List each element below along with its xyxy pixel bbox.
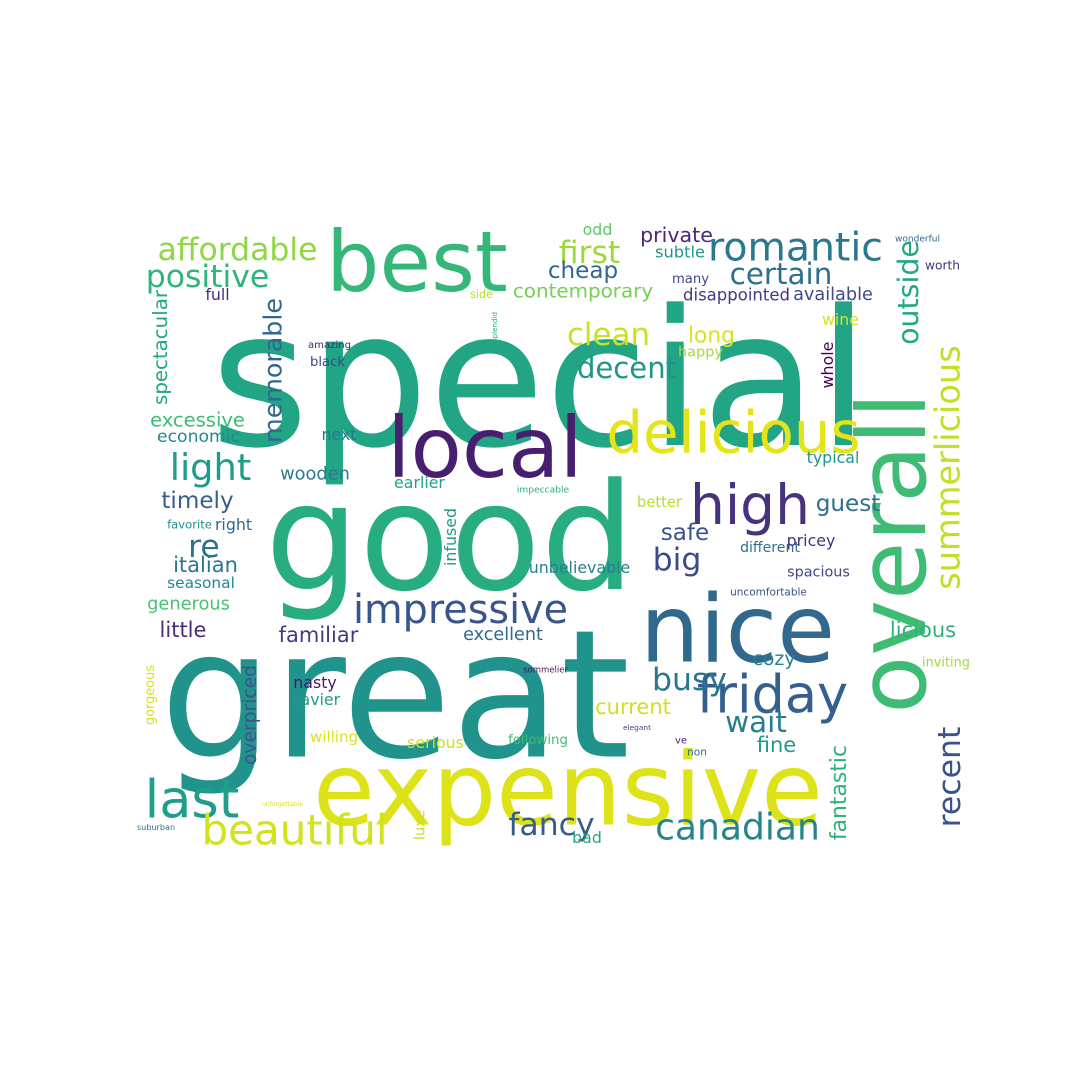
cloud-word: private (640, 223, 713, 247)
cloud-word: licious (890, 618, 956, 642)
cloud-word: nice (640, 576, 835, 685)
cloud-word: serious (407, 733, 464, 752)
cloud-word: infused (441, 508, 460, 566)
cloud-word: excessive (150, 409, 245, 432)
cloud-word: excellent (463, 625, 543, 645)
cloud-word: italian (173, 553, 238, 577)
cloud-word: splendid (490, 312, 499, 342)
cloud-word: impeccable (517, 486, 570, 496)
cloud-word: luxe (413, 810, 429, 840)
cloud-word: amazing (308, 340, 351, 351)
cloud-word: generous (147, 594, 230, 615)
cloud-word: outside (892, 240, 925, 345)
cloud-word: sommelier (523, 666, 568, 676)
cloud-word: wine (822, 310, 859, 329)
cloud-word: spectacular (149, 289, 172, 405)
cloud-word: economic (157, 427, 240, 447)
cloud-word: black (310, 355, 345, 370)
cloud-word: disappointed (683, 286, 790, 305)
cloud-word: pricey (787, 531, 836, 550)
cloud-word: familiar (279, 623, 359, 647)
cloud-word: full (205, 285, 229, 304)
cloud-word: cavier (292, 690, 341, 709)
cloud-word: clean (567, 317, 650, 353)
cloud-word: many (672, 272, 709, 287)
cloud-word: wooden (280, 464, 350, 485)
cloud-word: unbelievable (529, 558, 630, 577)
cloud-word: big (653, 542, 702, 578)
cloud-word: recent (932, 727, 968, 828)
cloud-word: inviting (922, 656, 970, 671)
cloud-word: overpriced (240, 665, 261, 765)
cloud-word: affordable (157, 232, 317, 268)
cloud-word: better (637, 494, 683, 511)
cloud-word: willing (310, 728, 358, 746)
cloud-word: available (793, 285, 873, 305)
cloud-word: overall (838, 392, 948, 713)
cloud-word: best (326, 213, 508, 311)
cloud-word: nasty (293, 673, 336, 692)
cloud-word: current (595, 695, 671, 719)
cloud-word: suburban (137, 822, 175, 832)
cloud-word: great (160, 592, 630, 799)
cloud-word: worth (925, 259, 960, 273)
cloud-word: happy (678, 345, 723, 361)
cloud-word: long (688, 324, 735, 349)
cloud-word: busy (652, 662, 727, 698)
cloud-word: gorgeous (143, 665, 158, 725)
cloud-word: earlier (394, 473, 445, 492)
cloud-word: side (470, 288, 493, 301)
cloud-word: right (215, 515, 252, 534)
cloud-word: wonderful (895, 235, 940, 245)
cloud-word: timely (161, 488, 233, 514)
cloud-word: light (170, 446, 252, 489)
cloud-word: last (145, 770, 240, 831)
cloud-word: non (687, 747, 707, 759)
cloud-word: spacious (787, 565, 850, 581)
cloud-word: certain (730, 257, 833, 291)
cloud-word: uncomfortable (730, 587, 807, 599)
cloud-word: good (265, 451, 635, 624)
cloud-word: canadian (655, 807, 820, 849)
cloud-word: high (690, 473, 810, 537)
cloud-word: fine (757, 733, 796, 757)
cloud-word: favorite (167, 518, 212, 532)
cloud-word: bad (572, 828, 602, 847)
cloud-word: next (322, 425, 357, 444)
cloud-word: elegant (623, 723, 651, 732)
cloud-word: typical (807, 448, 860, 467)
cloud-word: first (559, 235, 621, 271)
cloud-word: whole (818, 342, 837, 389)
cloud-word: expensive (313, 732, 823, 849)
cloud-word: cozy (752, 648, 795, 670)
cloud-word: friday (697, 665, 848, 726)
cloud-word: safe (661, 520, 710, 546)
cloud-word: guest (816, 491, 881, 517)
cloud-word: special (210, 270, 869, 490)
cloud-word: decent (577, 351, 677, 385)
cloud-word: positive (146, 259, 270, 295)
cloud-word: delicious (606, 399, 860, 467)
cloud-word: local (387, 399, 583, 497)
cloud-word: contemporary (513, 280, 653, 303)
cloud-word: following (508, 733, 568, 748)
cloud-word: subtle (655, 243, 705, 262)
cloud-word: ve (675, 736, 687, 747)
cloud-word: impressive (353, 587, 568, 633)
cloud-word: cheap (548, 258, 618, 284)
cloud-word: wait (725, 705, 787, 739)
cloud-word: re (188, 529, 220, 565)
cloud-word: little (160, 618, 207, 642)
cloud-word: seasonal (167, 574, 235, 592)
cloud-word: romantic (708, 225, 883, 271)
cloud-word: odd (583, 220, 613, 239)
cloud-word: beautiful (201, 806, 387, 855)
cloud-word: memorable (259, 298, 288, 443)
cloud-word: fantastic (827, 745, 852, 840)
cloud-word: summerlicious (929, 345, 968, 589)
cloud-word: different (740, 540, 800, 556)
cloud-word: unforgettable (262, 801, 303, 808)
cloud-word: fancy (508, 807, 594, 843)
